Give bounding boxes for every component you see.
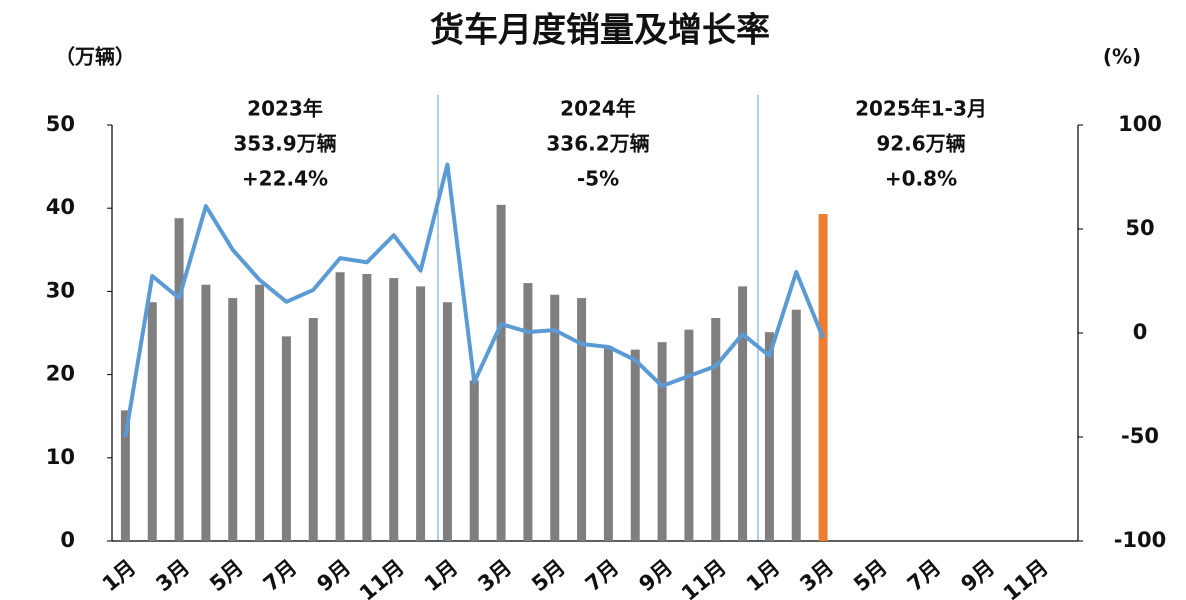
y-tick-label: 30 bbox=[46, 278, 75, 302]
bar bbox=[738, 286, 748, 541]
bar bbox=[308, 318, 318, 541]
y-tick-label: 0 bbox=[60, 528, 75, 552]
bar bbox=[469, 380, 479, 541]
bar bbox=[657, 342, 667, 541]
bar bbox=[630, 349, 640, 541]
x-tick-label: 9月 bbox=[312, 555, 355, 596]
bar bbox=[416, 286, 426, 541]
annotation: +0.8% bbox=[885, 167, 957, 191]
annotation: 92.6万辆 bbox=[876, 132, 965, 156]
bar bbox=[281, 336, 291, 541]
x-tick-label: 11月 bbox=[999, 555, 1053, 600]
annotation: -5% bbox=[577, 167, 619, 191]
x-tick-label: 3月 bbox=[795, 555, 838, 596]
x-tick-label: 3月 bbox=[473, 555, 516, 596]
annotation: 353.9万辆 bbox=[233, 132, 336, 156]
y-tick-label: 40 bbox=[46, 195, 75, 219]
bar bbox=[255, 284, 265, 541]
bar bbox=[523, 283, 533, 541]
bar bbox=[389, 278, 399, 541]
bar bbox=[577, 298, 587, 541]
annotation: +22.4% bbox=[242, 167, 328, 191]
bar bbox=[603, 346, 613, 541]
bar bbox=[174, 218, 184, 541]
annotation: 2024年 bbox=[560, 97, 636, 121]
y2-tick-label: 50 bbox=[1125, 216, 1154, 240]
x-tick-label: 9月 bbox=[956, 555, 999, 596]
bar bbox=[201, 284, 211, 541]
bar bbox=[120, 410, 130, 541]
x-tick-label: 1月 bbox=[742, 555, 785, 596]
x-tick-label: 11月 bbox=[677, 555, 731, 600]
y2-tick-label: 100 bbox=[1118, 112, 1162, 136]
x-tick-label: 1月 bbox=[420, 555, 463, 596]
bar bbox=[362, 273, 372, 541]
y-tick-label: 10 bbox=[46, 445, 75, 469]
x-tick-label: 3月 bbox=[151, 555, 194, 596]
bar bbox=[791, 309, 801, 541]
x-tick-label: 7月 bbox=[581, 555, 624, 596]
bar bbox=[818, 214, 828, 542]
bar bbox=[228, 298, 238, 541]
annotation: 2025年1-3月 bbox=[855, 97, 987, 121]
x-tick-label: 9月 bbox=[634, 555, 677, 596]
growth-line bbox=[123, 162, 825, 438]
bar bbox=[550, 294, 560, 541]
bar bbox=[442, 302, 452, 541]
y2-tick-label: -50 bbox=[1121, 424, 1159, 448]
y-tick-label: 20 bbox=[46, 362, 75, 386]
chart-title: 货车月度销量及增长率 bbox=[430, 11, 770, 51]
bar bbox=[335, 272, 345, 541]
y2-axis-label: (%) bbox=[1103, 45, 1141, 69]
bar bbox=[496, 204, 506, 541]
x-tick-label: 1月 bbox=[98, 555, 141, 596]
x-tick-label: 5月 bbox=[849, 555, 892, 596]
x-tick-label: 7月 bbox=[903, 555, 946, 596]
x-tick-label: 7月 bbox=[259, 555, 302, 596]
y2-tick-label: 0 bbox=[1133, 320, 1148, 344]
y-tick-label: 50 bbox=[46, 112, 75, 136]
x-tick-label: 5月 bbox=[205, 555, 248, 596]
annotation: 336.2万辆 bbox=[546, 132, 649, 156]
bar bbox=[147, 302, 157, 541]
annotation: 2023年 bbox=[247, 97, 323, 121]
x-tick-label: 11月 bbox=[355, 555, 409, 600]
bar bbox=[684, 329, 694, 541]
x-tick-label: 5月 bbox=[527, 555, 570, 596]
y2-tick-label: -100 bbox=[1114, 528, 1167, 552]
y-axis-label: （万辆） bbox=[55, 45, 135, 69]
bar bbox=[764, 332, 774, 541]
bar bbox=[711, 318, 721, 541]
